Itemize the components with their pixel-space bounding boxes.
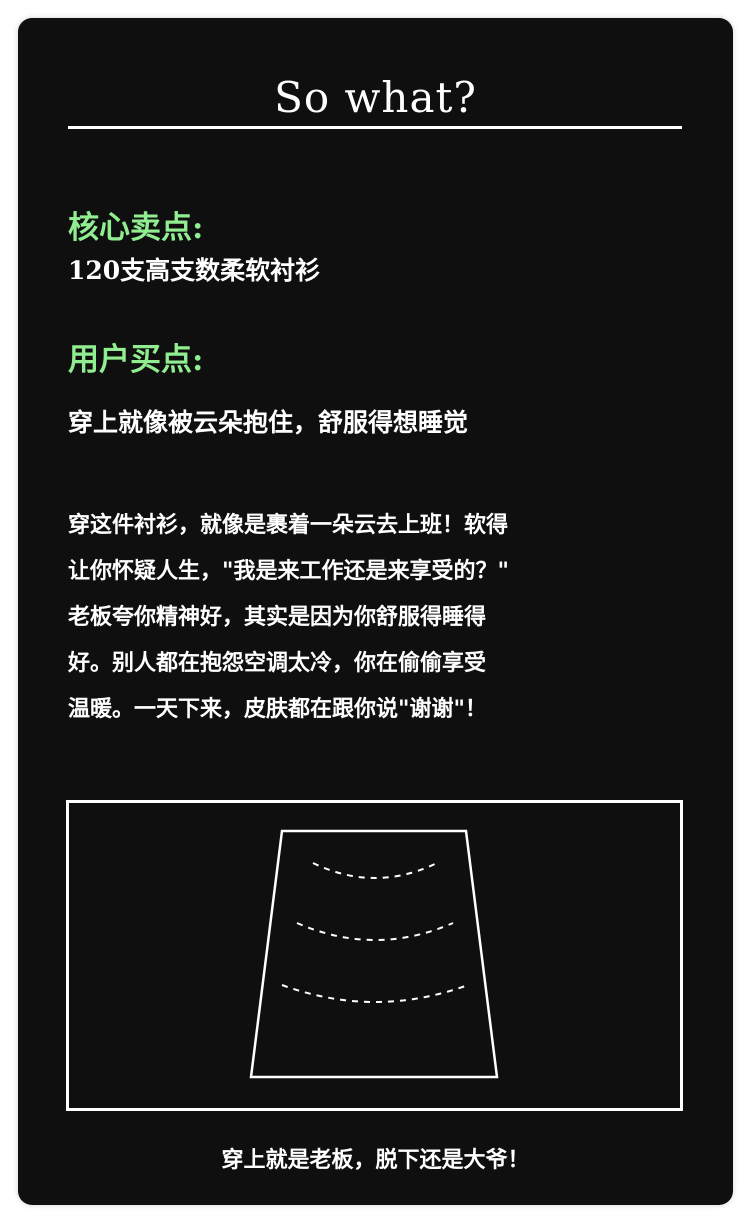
paragraph-line: 好。别人都在抱怨空调太冷，你在偷偷享受 <box>68 650 487 676</box>
core-selling-point-text: 120支高支数柔软衬衫 <box>68 256 321 285</box>
description-paragraph: 穿这件衬衫，就像是裹着一朵云去上班！软得 让你怀疑人生，"我是来工作还是来享受的… <box>68 502 638 732</box>
fabric-fold-line <box>296 922 454 941</box>
user-buying-point-heading: 用户买点: <box>68 342 204 378</box>
fabric-fold-line <box>281 984 469 1003</box>
page-title: So what? <box>274 73 477 122</box>
shirt-illustration-frame <box>66 800 683 1111</box>
user-buying-point-text: 穿上就像被云朵抱住，舒服得想睡觉 <box>68 408 469 437</box>
shirt-illustration <box>249 829 499 1079</box>
paragraph-line: 老板夸你精神好，其实是因为你舒服得睡得 <box>68 604 487 630</box>
shirt-outline <box>249 829 499 1079</box>
content-card: So what? 核心卖点: 120支高支数柔软衬衫 用户买点: 穿上就像被云朵… <box>18 18 733 1205</box>
paragraph-line: 穿这件衬衫，就像是裹着一朵云去上班！软得 <box>68 512 509 538</box>
paragraph-line: 温暖。一天下来，皮肤都在跟你说"谢谢"！ <box>68 696 487 722</box>
paragraph-line: 让你怀疑人生，"我是来工作还是来享受的？" <box>68 558 509 584</box>
core-selling-point-heading: 核心卖点: <box>68 210 204 246</box>
fabric-fold-line <box>312 862 438 879</box>
closing-caption: 穿上就是老板，脱下还是大爷！ <box>221 1147 530 1173</box>
title-divider <box>68 126 682 129</box>
